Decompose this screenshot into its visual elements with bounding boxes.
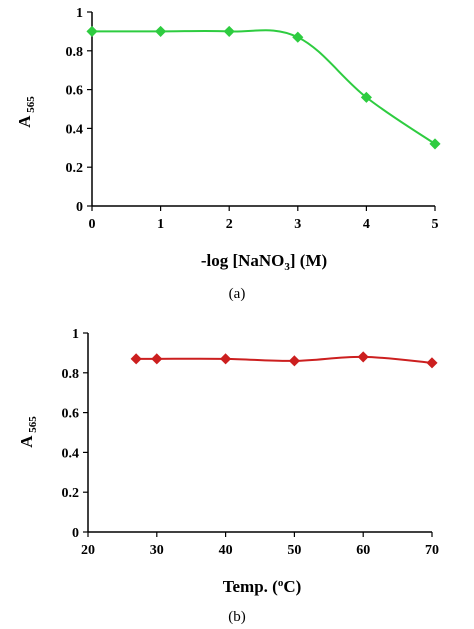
y-tick-label-a: 0.8 — [66, 45, 84, 60]
x-tick-label-b: 30 — [150, 543, 164, 558]
y-tick-label-b: 1 — [72, 327, 79, 342]
data-point-a — [429, 138, 441, 150]
series-line-a — [91, 29, 436, 145]
series-line-b — [136, 355, 433, 364]
x-tick-label-a: 5 — [432, 217, 439, 232]
data-point-b — [426, 357, 438, 369]
y-tick-label-b: 0.6 — [62, 407, 80, 422]
y-axis-title-b-main: A — [17, 435, 36, 448]
svg-text:A 565: A 565 — [15, 96, 37, 128]
x-tick-label-b: 60 — [356, 543, 370, 558]
y-tick-label-b: 0.8 — [62, 367, 80, 382]
data-point-b — [130, 353, 142, 365]
chart-b: A 565 Temp. (oC) (b) 0 0.2 0.4 0.6 0.8 1 20 30 4… — [17, 327, 439, 625]
y-tick-label-b: 0.2 — [62, 486, 80, 501]
x-tick-label-a: 3 — [294, 217, 301, 232]
y-axis-title-a-sub: 565 — [25, 96, 37, 116]
data-point-b — [220, 353, 232, 365]
data-point-b — [151, 353, 163, 365]
y-axis-title-a: A 565 — [15, 96, 37, 128]
y-tick-label-b: 0 — [72, 526, 79, 541]
data-point-a — [155, 25, 167, 37]
data-point-a — [292, 31, 304, 43]
y-tick-label-a: 0.4 — [66, 122, 84, 137]
y-tick-label-b: 0.4 — [62, 446, 80, 461]
data-point-a — [223, 25, 235, 37]
y-tick-label-a: 1 — [76, 6, 83, 21]
y-tick-label-a: 0.2 — [66, 161, 84, 176]
x-tick-label-a: 0 — [89, 217, 96, 232]
x-axis-title-a: -log [NaNO3] (M) — [201, 251, 327, 273]
x-tick-label-a: 1 — [157, 217, 164, 232]
svg-text:A 565: A 565 — [17, 416, 39, 448]
x-tick-label-b: 40 — [219, 543, 233, 558]
x-tick-label-a: 2 — [226, 217, 233, 232]
y-axis-title-b: A 565 — [17, 416, 39, 448]
y-tick-label-a: 0.6 — [66, 84, 84, 99]
caption-a: (a) — [229, 286, 246, 302]
data-point-b — [288, 355, 300, 367]
caption-b: (b) — [228, 609, 246, 625]
data-point-a — [360, 91, 372, 103]
x-tick-label-b: 20 — [81, 543, 95, 558]
x-tick-label-b: 50 — [287, 543, 301, 558]
y-axis-title-b-sub: 565 — [27, 416, 39, 436]
x-tick-label-a: 4 — [363, 217, 370, 232]
data-point-a — [86, 25, 98, 37]
data-point-b — [357, 351, 369, 363]
x-axis-title-b: Temp. (oC) — [223, 577, 302, 596]
y-axis-title-a-main: A — [15, 115, 34, 128]
chart-a: A 565 -log [NaNO3] (M) (a) 0 0.2 0.4 0.6 0.8… — [15, 6, 441, 302]
y-tick-label-a: 0 — [76, 200, 83, 215]
x-tick-label-b: 70 — [425, 543, 439, 558]
